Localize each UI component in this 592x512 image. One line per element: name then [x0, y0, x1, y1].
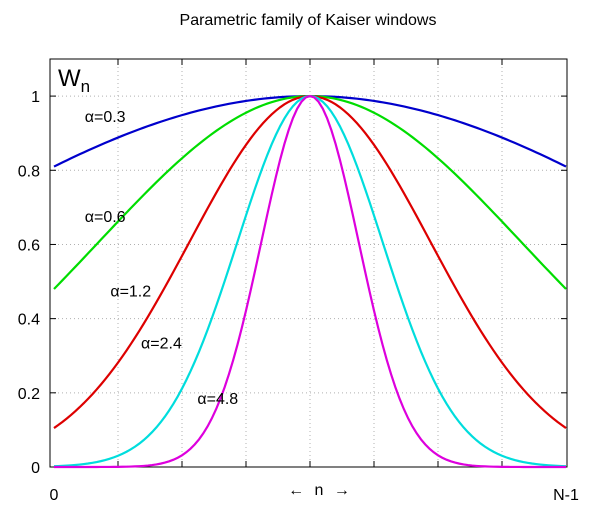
series-labels: α=0.3 α=0.6 α=1.2 α=2.4 α=4.8: [85, 109, 239, 408]
chart-title: Parametric family of Kaiser windows: [180, 12, 437, 29]
series-label: α=2.4: [141, 335, 182, 352]
series-label: α=0.3: [85, 109, 126, 126]
series-label: α=4.8: [197, 391, 238, 408]
y-axis-label-subscript: n: [81, 77, 90, 96]
y-tick-label: 0.2: [18, 386, 40, 403]
grid: [50, 59, 567, 467]
series-label: α=0.6: [85, 209, 126, 226]
y-tick-label: 1: [31, 89, 40, 106]
y-axis-label-main: W: [58, 65, 81, 92]
y-axis-ticks: 0 0.2 0.4 0.6 0.8 1: [18, 89, 567, 477]
x-axis-label: ← n →: [288, 482, 350, 499]
x-tick-label-start: 0: [50, 487, 59, 504]
y-tick-label: 0.4: [18, 312, 40, 329]
series-line: [54, 96, 566, 289]
plot-frame: [50, 59, 567, 467]
y-tick-label: 0.8: [18, 163, 40, 180]
x-tick-label-end: N-1: [553, 487, 579, 504]
y-axis-label: Wn: [58, 65, 90, 96]
series-line: [54, 96, 566, 428]
series-label: α=1.2: [110, 283, 151, 300]
y-tick-label: 0: [31, 460, 40, 477]
y-tick-label: 0.6: [18, 237, 40, 254]
